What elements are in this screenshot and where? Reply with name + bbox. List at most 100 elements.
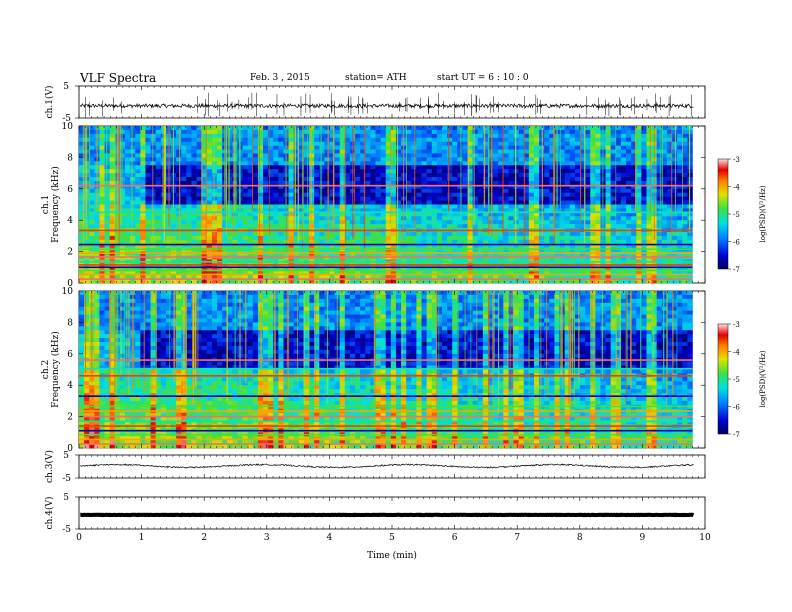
psd-cell [518,184,525,190]
psd-cell [355,235,361,241]
psd-cell [247,235,254,241]
psd-cell [656,231,663,237]
psd-cell [191,192,197,197]
psd-cell [99,157,105,162]
psd-cell [135,267,141,272]
psd-cell [130,137,136,142]
psd-cell [528,165,535,170]
psd-cell [482,208,489,213]
psd-cell [672,216,678,221]
psd-cell [135,224,141,229]
psd-cell [590,161,596,166]
psd-cell [482,204,489,209]
psd-cell [590,145,596,150]
psd-cell [329,153,335,158]
psd-cell [365,208,371,213]
psd-cell [273,243,279,248]
psd-cell [181,200,187,205]
psd-cell [472,141,479,146]
psd-cell [482,145,489,150]
psd-cell [232,216,238,221]
psd-cell [436,271,443,276]
psd-cell [176,239,182,245]
psd-cell [544,184,550,190]
psd-cell [252,224,259,229]
psd-cell [247,208,254,213]
psd-cell [237,220,243,225]
psd-cell [89,196,95,201]
psd-cell [119,267,126,272]
psd-cell [564,153,571,158]
psd-cell [79,208,85,213]
psd-cell [672,169,678,174]
psd-cell [319,204,325,209]
psd-cell [457,204,463,209]
psd-cell [426,188,433,194]
psd-cell [298,161,305,166]
psd-cell [273,180,279,186]
psd-cell [79,137,85,142]
psd-cell [360,157,366,162]
psd-cell [191,145,197,150]
psd-cell [421,271,427,276]
psd-cell [620,184,627,190]
psd-cell [595,133,601,139]
psd-cell [503,235,509,241]
psd-cell [411,141,417,146]
psd-cell [493,180,499,186]
psd-cell [569,153,576,158]
psd-cell [375,192,381,197]
psd-cell [467,157,473,162]
psd-cell [191,224,197,229]
psd-cell [523,145,530,150]
psd-cell [574,216,581,221]
psd-cell [549,157,555,162]
psd-cell [493,145,499,150]
psd-cell [646,204,652,209]
psd-cell [186,177,192,182]
psd-cell [273,133,279,139]
psd-cell [656,235,663,241]
psd-cell [360,184,366,190]
psd-cell [518,129,525,135]
psd-cell [390,204,397,209]
psd-cell [125,208,131,213]
psd-cell [268,165,274,170]
psd-cell [355,231,361,237]
psd-cell [467,267,473,272]
psd-cell [534,126,540,131]
psd-cell [452,204,458,209]
psd-cell [416,216,422,221]
psd-cell [385,126,392,131]
psd-cell [544,173,550,178]
psd-cell [436,196,443,201]
psd-cell [247,129,254,135]
psd-cell [615,149,622,154]
psd-cell [595,204,601,209]
psd-cell [319,231,325,237]
psd-cell [615,192,622,197]
psd-cell [626,239,632,245]
psd-cell [595,275,601,280]
psd-cell [355,267,361,272]
psd-cell [656,275,663,280]
psd-cell [165,279,172,284]
psd-cell [79,157,85,162]
psd-cell [569,133,576,139]
psd-cell [421,149,427,154]
psd-cell [309,239,315,245]
psd-cell [661,188,668,194]
psd-cell [314,137,320,142]
psd-cell [534,184,540,190]
psd-cell [273,141,279,146]
psd-cell [268,224,274,229]
ch1-waveform-panel [75,85,706,119]
psd-cell [620,243,627,248]
psd-cell [605,180,611,186]
psd-cell [590,157,596,162]
psd-cell [569,126,576,131]
psd-cell [615,141,622,146]
psd-cell [411,271,417,276]
psd-cell [114,279,121,284]
psd-cell [493,196,499,201]
